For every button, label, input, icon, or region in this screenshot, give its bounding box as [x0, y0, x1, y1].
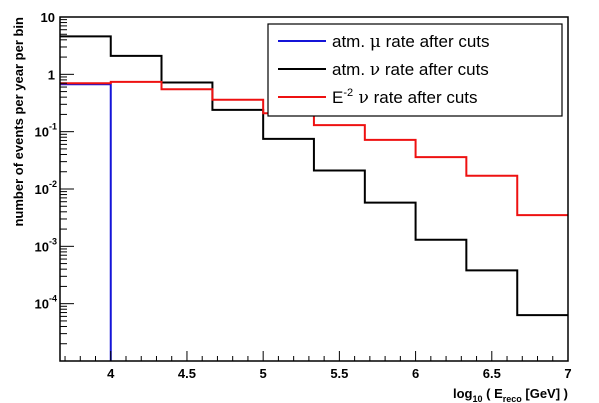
legend-label-e2-nu-pre: E — [332, 88, 343, 107]
legend-label-atm-mu-greek: μ — [370, 32, 381, 52]
x-axis-label-e: ( E — [483, 386, 504, 401]
x-axis-label-sub-reco: reco — [503, 394, 523, 403]
y-tick-label-exponent: -2 — [49, 179, 57, 189]
legend-label-atm-nu: atm. ν rate after cuts — [332, 60, 489, 80]
x-axis-label-unit: [GeV] ) — [522, 386, 568, 401]
series-layer — [60, 35, 568, 361]
legend-label-atm-mu: atm. μ rate after cuts — [332, 32, 490, 52]
x-tick-label: 6.5 — [483, 366, 501, 381]
y-tick-label-base: 10 — [35, 239, 49, 254]
legend-label-e2-nu-greek: ν — [353, 88, 369, 108]
legend: atm. μ rate after cuts atm. ν rate after… — [267, 23, 563, 117]
y-tick-label: 1 — [48, 67, 55, 82]
legend-label-atm-mu-post: rate after cuts — [381, 32, 490, 51]
y-tick-label-exponent: -1 — [49, 122, 57, 132]
x-tick-label: 4 — [107, 366, 115, 381]
legend-label-atm-nu-pre: atm. — [332, 60, 370, 79]
y-tick-label-base: 10 — [35, 125, 49, 140]
series-atm-nu-line — [60, 35, 568, 317]
x-tick-label: 7 — [564, 366, 571, 381]
legend-label-e2-nu: E-2 ν rate after cuts — [332, 87, 478, 108]
series-atm-mu — [60, 83, 112, 361]
y-tick-label: 10 — [41, 10, 55, 25]
x-tick-label: 4.5 — [178, 366, 196, 381]
series-atm-nu — [60, 35, 568, 317]
x-axis-label-log: log — [453, 386, 473, 401]
series-e2-nu — [60, 80, 568, 217]
y-tick-label: 10-4 — [35, 294, 57, 312]
y-tick-label-exponent: -3 — [49, 236, 57, 246]
y-tick-label: 10-1 — [35, 122, 57, 140]
ticks-layer — [60, 16, 569, 361]
legend-label-atm-nu-post: rate after cuts — [380, 60, 489, 79]
series-atm-mu-bin-0 — [60, 83, 112, 361]
y-axis-label: number of events per year per bin — [11, 17, 26, 227]
legend-label-e2-nu-post: rate after cuts — [369, 88, 478, 107]
x-tick-label: 5 — [260, 366, 267, 381]
y-tick-label: 10-3 — [35, 236, 57, 254]
x-tick-label: 5.5 — [330, 366, 348, 381]
x-axis-label-sub-10: 10 — [473, 394, 483, 403]
legend-label-atm-mu-pre: atm. — [332, 32, 370, 51]
legend-label-atm-nu-greek: ν — [370, 60, 380, 80]
legend-label-e2-nu-sup: -2 — [343, 87, 353, 99]
x-tick-label: 6 — [412, 366, 419, 381]
y-tick-label-base: 10 — [35, 297, 49, 312]
y-tick-label: 10-2 — [35, 179, 57, 197]
series-e2-nu-line — [60, 80, 568, 217]
x-axis-label: log10 ( Ereco [GeV] ) — [453, 386, 568, 403]
y-tick-label-exponent: -4 — [49, 294, 57, 304]
y-tick-label-base: 10 — [35, 182, 49, 197]
